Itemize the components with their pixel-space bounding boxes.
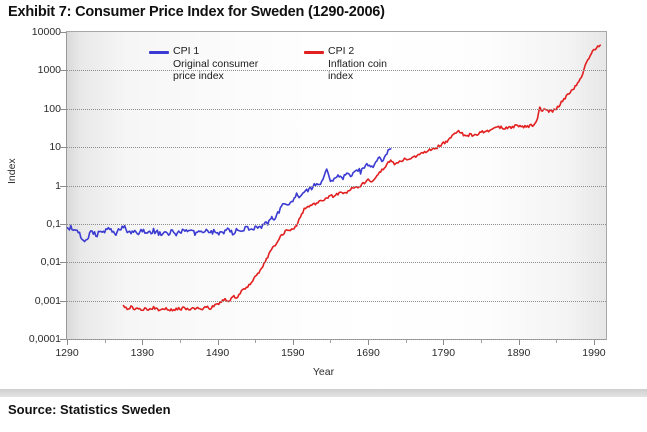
x-tick-mark-minor [179, 340, 181, 343]
y-tick-mark [60, 185, 66, 187]
x-tick-mark-minor [255, 340, 257, 343]
x-tick-label: 1990 [582, 347, 606, 359]
x-tick-mark [67, 340, 68, 345]
y-tick-label: 10 [49, 141, 61, 154]
legend-label-cpi2: CPI 2 [328, 45, 355, 57]
x-tick-mark [368, 340, 370, 345]
gridline [67, 108, 606, 110]
y-tick-label: 0,001 [34, 294, 61, 307]
gridline [67, 185, 606, 187]
plot-area: CPI 1 Original consumer price index CPI … [66, 31, 607, 340]
gridline [67, 223, 606, 225]
gridline [67, 339, 606, 340]
x-tick-mark-minor [556, 340, 558, 343]
x-axis-title: Year [312, 366, 335, 378]
gridline [67, 147, 606, 149]
legend-label-cpi1: CPI 1 [173, 45, 200, 57]
legend-sublabel-cpi2-line2: index [328, 70, 354, 82]
y-tick-label: 0,0001 [28, 333, 61, 345]
x-tick-mark-minor [405, 340, 407, 343]
y-tick-label: 0,1 [46, 217, 61, 230]
chart-figure: Index 10000 1000 100 10 1 0,1 0,01 0,001 0,0001 … [0, 24, 647, 388]
x-tick-mark [292, 340, 294, 345]
y-tick-mark [60, 147, 66, 149]
y-tick-label: 1 [55, 179, 61, 192]
x-tick-label: 1590 [281, 347, 305, 359]
x-tick-label: 1690 [356, 347, 380, 359]
plot-inner [67, 32, 606, 340]
legend-sublabel-cpi2-line1: Inflation coin [328, 57, 387, 70]
series-line-cpi2 [122, 44, 602, 312]
y-tick-mark [60, 262, 66, 264]
legend-sublabel-cpi1-line1: Original consumer [173, 57, 259, 70]
x-tick-mark [217, 340, 219, 345]
x-tick-mark [593, 340, 595, 345]
y-tick-mark [60, 223, 66, 225]
y-tick-label: 1000 [37, 64, 61, 77]
series-line-cpi1 [67, 148, 392, 243]
legend-swatch-cpi2 [304, 51, 324, 54]
y-tick-mark [60, 300, 66, 302]
x-tick-mark [443, 340, 445, 345]
gridline [67, 262, 606, 264]
source-note: Source: Statistics Sweden [8, 402, 171, 417]
x-tick-label: 1390 [130, 347, 154, 359]
y-tick-label: 100 [43, 102, 61, 115]
legend-entry-cpi2: CPI 2 Inflation coin index [328, 45, 387, 83]
y-tick-mark [60, 108, 66, 110]
x-tick-mark-minor [330, 340, 332, 343]
gridline [67, 70, 606, 72]
x-tick-mark [142, 340, 144, 345]
y-tick-mark [60, 339, 66, 340]
x-tick-mark-minor [104, 340, 106, 343]
y-tick-mark [60, 70, 66, 72]
x-tick-label: 1290 [55, 347, 79, 359]
x-tick-mark-minor [481, 340, 483, 343]
x-tick-label: 1490 [205, 347, 230, 359]
legend-entry-cpi1: CPI 1 Original consumer price index [173, 45, 258, 83]
series-layer [67, 44, 602, 312]
y-tick-label: 10000 [31, 26, 61, 38]
y-tick-label: 0,01 [40, 256, 61, 269]
y-tick-mark [60, 32, 66, 33]
gridline [67, 300, 606, 302]
legend-swatch-cpi1 [149, 51, 169, 54]
x-tick-mark [518, 340, 520, 345]
legend-sublabel-cpi1-line2: price index [173, 70, 224, 82]
x-tick-label: 1790 [431, 347, 456, 359]
x-tick-label: 1890 [506, 347, 531, 359]
section-divider [0, 389, 647, 397]
exhibit-title: Exhibit 7: Consumer Price Index for Swed… [8, 4, 385, 20]
